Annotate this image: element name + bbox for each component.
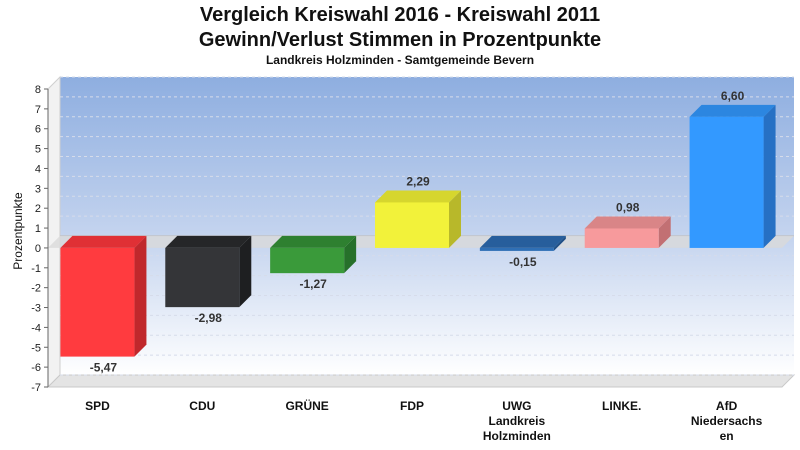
bar-side	[239, 235, 252, 308]
y-tick-label: -6	[31, 362, 41, 374]
bar-top	[375, 190, 461, 203]
data-label: 2,29	[406, 174, 430, 188]
x-tick-label: CDU	[189, 399, 215, 413]
bar-top	[60, 235, 147, 248]
bar-side	[763, 104, 776, 248]
y-tick-label: -1	[31, 263, 41, 275]
bar-top	[689, 104, 776, 117]
y-tick-label: 7	[35, 104, 41, 116]
bars	[60, 104, 776, 357]
data-label: -1,27	[299, 277, 327, 291]
x-axis-categories: SPD CDU GRÜNE FDP UWG Landkreis Holzminden LINK…	[85, 398, 762, 443]
bar-side	[658, 216, 671, 248]
bar	[479, 235, 566, 251]
bar-top	[584, 216, 671, 229]
bar-side	[553, 235, 566, 251]
y-tick-label: -2	[31, 283, 41, 295]
bar-front	[584, 228, 659, 248]
x-tick-label: FDP	[400, 399, 424, 413]
data-label: -0,15	[509, 255, 537, 269]
y-tick-label: 2	[35, 203, 41, 215]
x-tick-label: UWG Landkreis Holzminden	[483, 399, 551, 443]
bar-front	[689, 116, 764, 248]
x-tick-label: AfD Niedersachs en	[691, 399, 763, 443]
y-axis: 8 7 6 5 4 3 2 1 0 -1 -2 -3 -4 -5 -6 -7	[31, 84, 49, 394]
y-tick-label: 8	[35, 84, 41, 96]
left-wall	[47, 75, 61, 389]
x-tick-label: GRÜNE	[285, 398, 328, 413]
bar-front	[60, 247, 135, 357]
bar	[165, 235, 252, 308]
bar-top	[165, 235, 252, 248]
data-label: -2,98	[195, 311, 223, 325]
bar	[375, 190, 461, 248]
x-tick-label: LINKE.	[602, 399, 641, 413]
bar-side	[134, 235, 147, 357]
bar-side	[344, 235, 357, 274]
bar	[60, 235, 147, 357]
bar	[270, 235, 357, 274]
y-tick-label: -3	[31, 303, 41, 315]
data-label: -5,47	[90, 361, 118, 375]
bar-front	[375, 202, 449, 248]
y-tick-label: 0	[35, 243, 41, 255]
bar	[584, 216, 671, 248]
data-label: 6,60	[721, 89, 745, 103]
bar-top	[479, 235, 566, 248]
chart-title-line2: Gewinn/Verlust Stimmen in Prozentpunkte	[198, 29, 602, 51]
y-tick-label: 4	[35, 163, 41, 175]
floor	[46, 374, 796, 388]
chart-title: Vergleich Kreiswahl 2016 - Kreiswahl 201…	[199, 4, 601, 26]
data-label: 0,98	[616, 200, 640, 214]
y-tick-label: -7	[31, 382, 41, 394]
bar	[689, 104, 776, 248]
data-labels: -5,47 -2,98 -1,27 2,29 -0,15 0,98 6,60	[90, 89, 745, 375]
y-tick-label: 5	[35, 144, 41, 156]
y-tick-label: -4	[31, 322, 41, 334]
y-tick-label: -5	[31, 342, 41, 354]
bar-front	[479, 247, 554, 251]
y-tick-label: 6	[35, 124, 41, 136]
y-tick-label: 1	[35, 223, 41, 235]
x-tick-label: SPD	[85, 399, 110, 413]
bar-side	[449, 190, 461, 248]
bar-front	[165, 247, 240, 308]
bar-top	[270, 235, 357, 248]
bar-front	[270, 247, 345, 274]
chart-subtitle: Landkreis Holzminden - Samtgemeinde Beve…	[265, 53, 535, 67]
y-tick-label: 3	[35, 183, 41, 195]
